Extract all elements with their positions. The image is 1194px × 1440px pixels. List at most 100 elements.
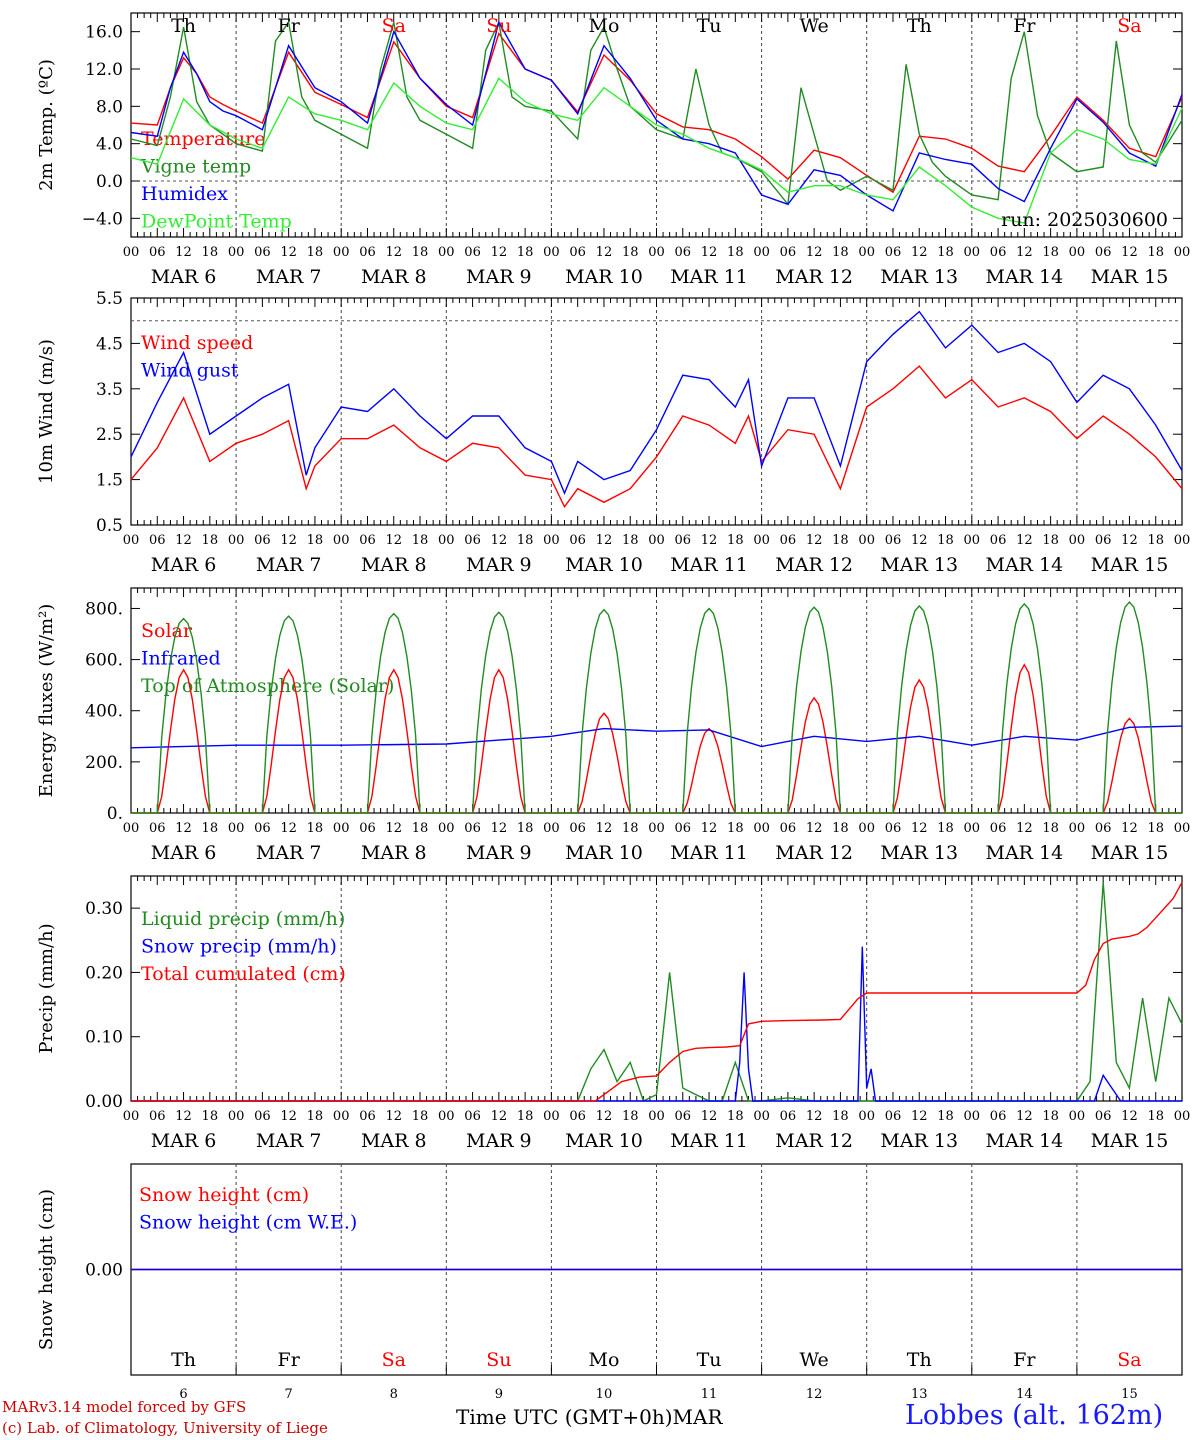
temperature-date-label: MAR 14: [985, 266, 1063, 288]
snow-weekday-label: Sa: [382, 1349, 406, 1371]
temperature-hour-label: 06: [990, 245, 1007, 260]
wind-date-label: MAR 12: [775, 554, 853, 576]
temperature-hour-label: 12: [280, 245, 297, 260]
snow-weekday-label: Th: [907, 1349, 932, 1371]
energy-hour-label: 00: [964, 821, 981, 836]
precip-hour-label: 12: [1016, 1109, 1033, 1124]
snow-weekday-label: Mo: [588, 1349, 619, 1371]
temperature-date-label: MAR 6: [151, 266, 217, 288]
temperature-hour-label: 12: [175, 245, 192, 260]
wind-hour-label: 00: [228, 533, 245, 548]
temperature-series-3: [130, 77, 1183, 224]
temperature-hour-label: 12: [385, 245, 402, 260]
wind-date-label: MAR 15: [1091, 554, 1169, 576]
model-credit: MARv3.14 model forced by GFS: [2, 1398, 247, 1416]
wind-date-label: MAR 6: [151, 554, 217, 576]
temperature-hour-label: 18: [727, 245, 744, 260]
temperature-ytick-label: −4.0: [82, 209, 123, 229]
snow-day-number: 15: [1121, 1387, 1138, 1400]
temperature-legend-1: Vigne temp: [140, 156, 251, 178]
precip-series-2: [131, 882, 1183, 1102]
wind-ytick-label: 5.5: [96, 289, 123, 309]
temperature-hour-label: 12: [911, 245, 928, 260]
energy-hour-label: 06: [464, 821, 481, 836]
energy-hour-label: 12: [911, 821, 928, 836]
wind-ytick-label: 0.5: [96, 516, 123, 536]
temperature-hour-label: 00: [753, 245, 770, 260]
temperature-series-2: [130, 20, 1183, 212]
energy-hour-label: 00: [333, 821, 350, 836]
wind-hour-label: 12: [911, 533, 928, 548]
snow-day-number: 13: [911, 1387, 928, 1400]
temperature-hour-label: 18: [832, 245, 849, 260]
x-axis-title: Time UTC (GMT+0h)MAR: [456, 1405, 723, 1429]
precip-hour-label: 12: [175, 1109, 192, 1124]
wind-date-label: MAR 14: [985, 554, 1063, 576]
energy-hour-label: 06: [254, 821, 271, 836]
energy-hour-label: 06: [1095, 821, 1112, 836]
temperature-hour-label: 12: [1016, 245, 1033, 260]
precip-hour-label: 18: [307, 1109, 324, 1124]
energy-hour-label: 00: [1069, 821, 1086, 836]
wind-hour-label: 12: [491, 533, 508, 548]
precip-hour-label: 06: [359, 1109, 376, 1124]
energy-date-label: MAR 15: [1091, 842, 1169, 864]
station-name: Lobbes (alt. 162m): [905, 1400, 1164, 1431]
wind-hour-label: 06: [254, 533, 271, 548]
temperature-date-label: MAR 15: [1091, 266, 1169, 288]
temperature-legend-2: Humidex: [141, 183, 228, 205]
temperature-date-label: MAR 10: [565, 266, 643, 288]
energy-hour-label: 06: [885, 821, 902, 836]
precip-series-0: [131, 882, 1183, 1102]
wind-hour-label: 06: [149, 533, 166, 548]
energy-hour-label: 00: [438, 821, 455, 836]
energy-hour-label: 18: [622, 821, 639, 836]
snow-weekday-label: Tu: [697, 1349, 722, 1371]
precip-hour-label: 00: [123, 1109, 140, 1124]
precip-hour-label: 06: [149, 1109, 166, 1124]
precip-date-label: MAR 8: [361, 1130, 427, 1152]
temperature-hour-label: 18: [622, 245, 639, 260]
snow-day-number: 7: [285, 1387, 293, 1400]
temperature-hour-label: 18: [517, 245, 534, 260]
snow-day-number: 11: [701, 1387, 718, 1400]
weekday-label: We: [800, 15, 829, 37]
temperature-hour-label: 06: [885, 245, 902, 260]
wind-hour-label: 18: [937, 533, 954, 548]
precip-date-label: MAR 11: [670, 1130, 748, 1152]
temperature-hour-label: 12: [596, 245, 613, 260]
precip-hour-label: 00: [964, 1109, 981, 1124]
energy-hour-label: 12: [806, 821, 823, 836]
temperature-hour-label: 06: [149, 245, 166, 260]
wind-hour-label: 00: [1069, 533, 1086, 548]
precip-hour-label: 00: [858, 1109, 875, 1124]
energy-date-label: MAR 12: [775, 842, 853, 864]
temperature-hour-label: 12: [701, 245, 718, 260]
wind-date-label: MAR 13: [880, 554, 958, 576]
energy-hour-label: 00: [858, 821, 875, 836]
energy-hour-label: 18: [1042, 821, 1059, 836]
energy-hour-label: 06: [675, 821, 692, 836]
precip-hour-label: 18: [937, 1109, 954, 1124]
precip-hour-label: 06: [464, 1109, 481, 1124]
energy-date-label: MAR 11: [670, 842, 748, 864]
precip-hour-label: 18: [1147, 1109, 1164, 1124]
precip-hour-label: 12: [491, 1109, 508, 1124]
precip-legend-0: Liquid precip (mm/h): [141, 908, 345, 930]
wind-date-label: MAR 10: [565, 554, 643, 576]
temperature-hour-label: 00: [228, 245, 245, 260]
wind-hour-label: 06: [780, 533, 797, 548]
temperature-hour-label: 18: [412, 245, 429, 260]
temperature-hour-label: 00: [1174, 245, 1191, 260]
temperature-hour-label: 18: [1042, 245, 1059, 260]
energy-hour-label: 18: [307, 821, 324, 836]
wind-hour-label: 12: [1016, 533, 1033, 548]
precip-hour-label: 00: [1174, 1109, 1191, 1124]
wind-hour-label: 00: [753, 533, 770, 548]
precip-hour-label: 00: [753, 1109, 770, 1124]
wind-hour-label: 18: [412, 533, 429, 548]
energy-hour-label: 18: [832, 821, 849, 836]
snow-day-number: 12: [806, 1387, 823, 1400]
wind-hour-label: 18: [1147, 533, 1164, 548]
temperature-ytick-label: 16.0: [85, 23, 123, 43]
